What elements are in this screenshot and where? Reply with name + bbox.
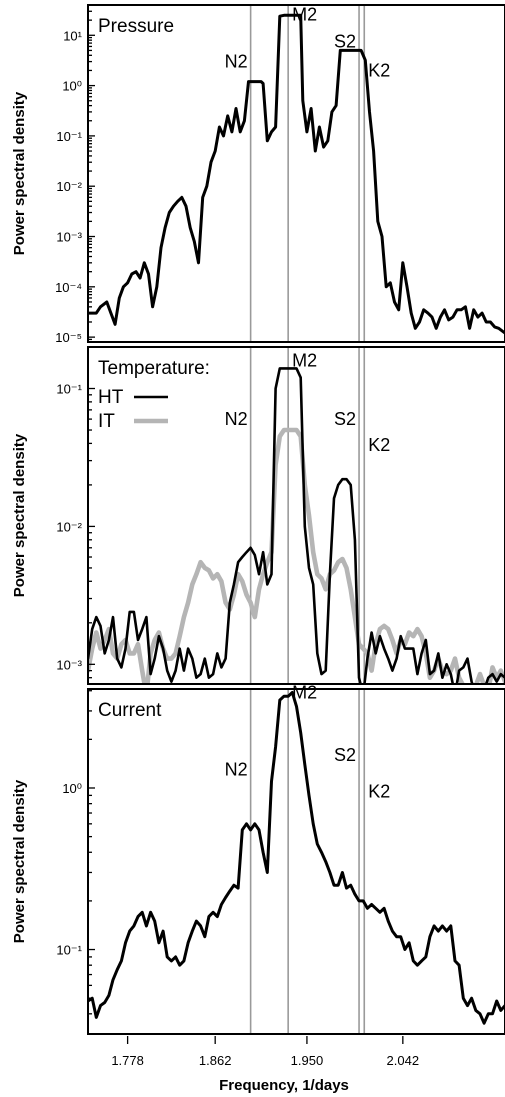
panel-2: N2 M2 S2 K2 10⁻³ 10⁻² 10⁻¹ Power spectral densi… [11, 346, 505, 685]
y-tick-label: 10⁻¹ [56, 943, 82, 958]
panel-1: N2 M2 S2 K2 10⁻⁵ 10⁻⁴ 10⁻³ 10⁻² 10⁻¹ 10⁰ 10¹ Power … [11, 4, 505, 345]
x-tick-label: 1.778 [111, 1053, 144, 1068]
constituent-label-s2: S2 [334, 745, 356, 765]
series-line-psd [88, 13, 505, 335]
y-tick-label: 10⁰ [62, 79, 82, 94]
series-line-it [88, 427, 505, 684]
constituent-label-m2: M2 [292, 350, 317, 370]
panel-frame [87, 4, 505, 343]
series-line-ht [88, 367, 505, 684]
panel-frame [87, 688, 505, 1035]
constituent-label-n2: N2 [225, 52, 248, 72]
x-tick-label: 1.862 [199, 1053, 232, 1068]
constituent-label-s2: S2 [334, 409, 356, 429]
constituent-label-s2: S2 [334, 32, 356, 52]
y-axis-label: Power spectral density [11, 91, 28, 255]
constituent-label-m2: M2 [292, 4, 317, 24]
panel-title: Pressure [98, 16, 174, 37]
y-tick-label: 10⁻⁴ [55, 280, 82, 295]
constituent-label-n2: N2 [225, 409, 248, 429]
constituent-label-k2: K2 [368, 782, 390, 802]
x-tick-label: 2.042 [387, 1053, 420, 1068]
y-tick-label: 10⁻² [56, 179, 82, 194]
panel-title: Current [98, 700, 162, 721]
panel-3: N2 M2 S2 K2 10⁻¹ 10⁰ Power spectral density Cur… [11, 683, 505, 1094]
panel-title: Temperature: [98, 358, 210, 379]
x-axis-label: Frequency, 1/days [219, 1077, 349, 1094]
constituent-label-n2: N2 [225, 760, 248, 780]
panel-frame [87, 346, 505, 685]
y-tick-label: 10⁻⁵ [55, 330, 82, 345]
y-tick-label: 10⁻³ [56, 657, 82, 672]
y-axis-label: Power spectral density [11, 433, 28, 597]
y-tick-label: 10⁰ [62, 781, 82, 796]
y-tick-label: 10¹ [63, 28, 82, 43]
constituent-label-m2: M2 [292, 683, 317, 703]
series-line-psd [88, 691, 505, 1025]
y-tick-label: 10⁻¹ [56, 382, 82, 397]
y-tick-label: 10⁻³ [56, 230, 82, 245]
y-tick-label: 10⁻¹ [56, 129, 82, 144]
constituent-label-k2: K2 [368, 435, 390, 455]
constituent-label-k2: K2 [368, 60, 390, 80]
legend-label-ht: HT [98, 387, 124, 408]
legend-label-it: IT [98, 411, 115, 432]
x-tick-label: 1.950 [291, 1053, 324, 1068]
y-tick-label: 10⁻² [56, 519, 82, 534]
y-axis-label: Power spectral density [11, 779, 28, 943]
